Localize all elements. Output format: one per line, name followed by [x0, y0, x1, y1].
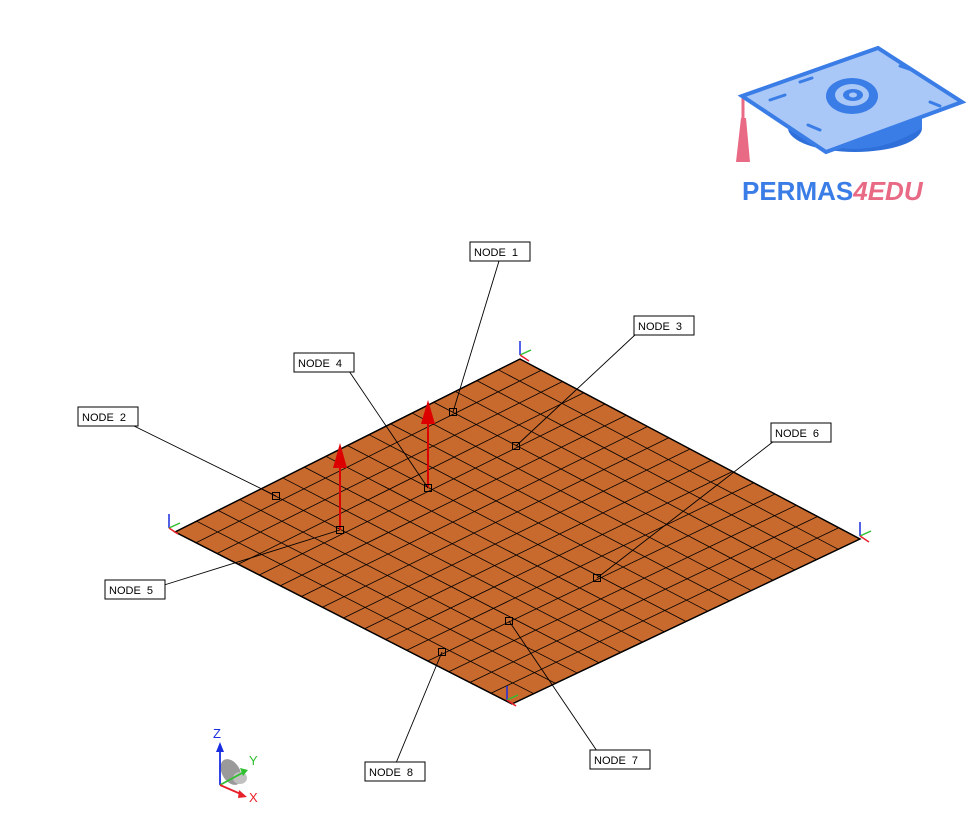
mesh-line: [448, 504, 797, 673]
node-6-label: NODE 6: [775, 428, 819, 440]
mesh-line: [433, 401, 774, 581]
node-4[interactable]: NODE 4: [293, 352, 432, 492]
force-arrow-node-4: [421, 400, 435, 488]
z-axis-label: Z: [213, 726, 221, 741]
node-1-label: NODE 1: [474, 247, 518, 259]
node-5-label: NODE 5: [109, 585, 153, 597]
mesh-line: [498, 369, 839, 550]
x-axis-label: X: [249, 790, 258, 805]
corner-triad-bottom: [506, 686, 519, 707]
mesh-line: [343, 448, 691, 619]
force-arrows: [333, 400, 435, 530]
mesh-line: [368, 434, 708, 612]
corner-coordinate-systems: [168, 341, 872, 707]
mesh-line: [469, 516, 818, 683]
node-8-label: NODE 8: [369, 767, 413, 779]
node-annotations: NODE 1 NODE 2 NODE 3 NODE 4 NODE 5: [77, 241, 832, 782]
mesh-line: [412, 412, 752, 591]
mesh-line: [390, 423, 730, 602]
node-2[interactable]: NODE 2: [77, 406, 280, 500]
mesh-line: [427, 493, 776, 662]
node-2-label: NODE 2: [82, 412, 126, 424]
mesh-line: [476, 380, 817, 560]
corner-triad-right: [859, 522, 872, 543]
mesh-line: [406, 482, 754, 651]
plate-mesh[interactable]: [173, 358, 862, 705]
node-3[interactable]: NODE 3: [512, 315, 695, 450]
logo-text: PERMAS4EDU: [742, 176, 924, 206]
node-1[interactable]: NODE 1: [449, 241, 531, 416]
mesh-line: [364, 459, 712, 630]
node-7-label: NODE 7: [594, 755, 638, 767]
permas4edu-logo: PERMAS4EDU: [736, 45, 967, 206]
corner-triad-left: [168, 514, 181, 535]
node-6[interactable]: NODE 6: [593, 422, 832, 582]
corner-triad-top: [519, 341, 532, 362]
mesh-line: [385, 471, 733, 640]
node-5[interactable]: NODE 5: [104, 526, 344, 600]
node-4-label: NODE 4: [298, 358, 342, 370]
global-axis-triad: Z Y X: [213, 726, 258, 805]
node-3-label: NODE 3: [638, 321, 682, 333]
mesh-line: [455, 391, 795, 571]
node-7[interactable]: NODE 7: [505, 617, 651, 770]
mesh-line: [490, 527, 839, 694]
node-8[interactable]: NODE 8: [364, 648, 446, 782]
force-arrow-node-5: [333, 443, 347, 530]
y-axis-label: Y: [249, 753, 258, 768]
